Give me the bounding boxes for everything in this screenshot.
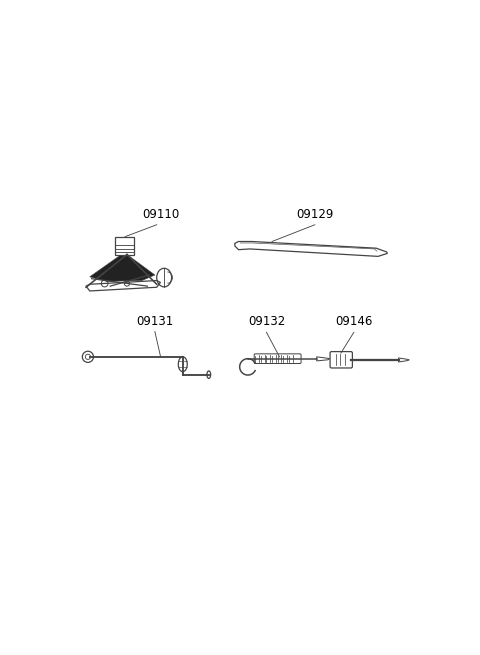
Text: 09132: 09132	[248, 315, 285, 328]
Text: 09131: 09131	[136, 315, 173, 328]
Polygon shape	[90, 255, 155, 281]
Text: 09129: 09129	[296, 208, 334, 221]
FancyBboxPatch shape	[254, 354, 301, 364]
FancyBboxPatch shape	[330, 352, 352, 368]
Text: 09110: 09110	[142, 208, 179, 221]
Text: 09146: 09146	[335, 315, 372, 328]
FancyBboxPatch shape	[115, 237, 134, 255]
